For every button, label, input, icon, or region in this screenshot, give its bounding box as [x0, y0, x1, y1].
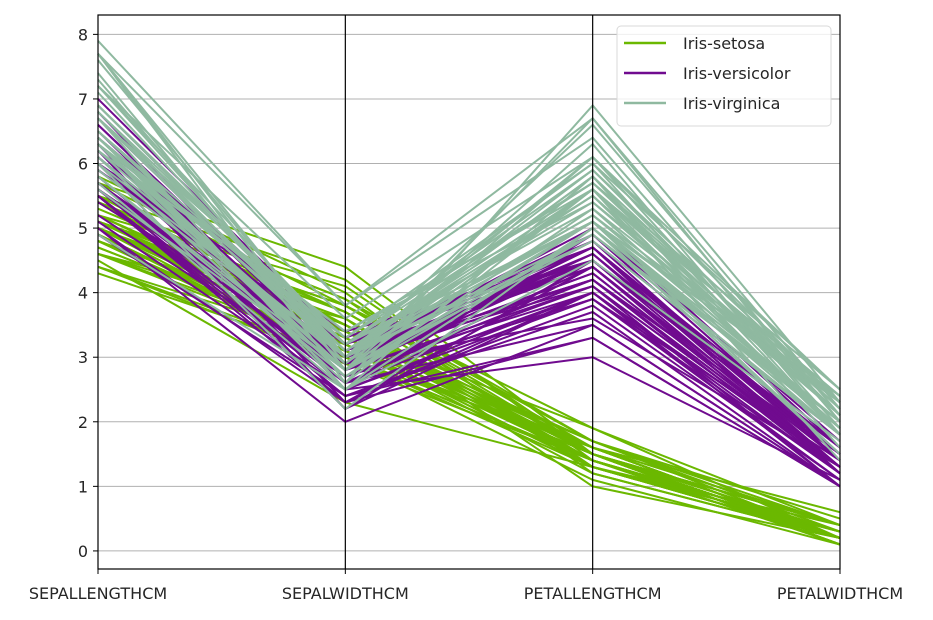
y-tick-label: 3	[78, 348, 88, 367]
y-tick-label: 4	[78, 284, 88, 303]
data-line-iris-versicolor	[97, 195, 841, 488]
legend-label: Iris-virginica	[683, 94, 780, 113]
data-line-iris-virginica	[97, 52, 841, 410]
dimension-label: SEPALWIDTHCM	[282, 584, 409, 603]
data-line-iris-virginica	[97, 136, 841, 410]
y-tick-label: 5	[78, 219, 88, 238]
plot-frame	[97, 14, 841, 570]
data-line-iris-virginica	[97, 117, 841, 397]
y-tick-label: 6	[78, 155, 88, 174]
data-line-iris-virginica	[97, 233, 841, 443]
data-line-iris-virginica	[97, 169, 841, 436]
dimension-axes	[344, 15, 594, 569]
data-line-iris-virginica	[97, 130, 841, 423]
axes-frame	[97, 14, 841, 570]
dimension-label: SEPALLENGTHCM	[29, 584, 167, 603]
legend-label: Iris-versicolor	[683, 64, 791, 83]
data-line-iris-virginica	[97, 85, 841, 391]
y-tick-label: 8	[78, 25, 88, 44]
data-lines	[97, 40, 841, 546]
data-line-iris-virginica	[97, 162, 841, 455]
data-line-iris-virginica	[97, 149, 841, 404]
legend-label: Iris-setosa	[683, 34, 765, 53]
data-line-iris-versicolor	[97, 220, 841, 481]
data-line-iris-versicolor	[97, 227, 841, 488]
data-line-iris-virginica	[97, 175, 841, 429]
x-axis-ticks: SEPALLENGTHCM SEPALWIDTHCM PETALLENGTHCM PE…	[29, 569, 903, 603]
y-tick-label: 0	[78, 542, 88, 561]
data-line-iris-virginica	[97, 53, 841, 423]
data-line-iris-virginica	[97, 117, 841, 391]
y-tick-label: 7	[78, 90, 88, 109]
y-tick-label: 1	[78, 477, 88, 496]
data-line-iris-versicolor	[97, 195, 841, 468]
legend-box	[616, 25, 832, 127]
y-axis-ticks: 0 1 2 3 4 5 6 7 8	[78, 25, 98, 561]
dimension-label: PETALWIDTHCM	[777, 584, 903, 603]
dimension-label: PETALLENGTHCM	[524, 584, 662, 603]
grid-lines	[98, 33, 840, 552]
y-tick-label: 2	[78, 413, 88, 432]
legend: Iris-setosa Iris-versicolor Iris-virginica	[616, 25, 832, 127]
